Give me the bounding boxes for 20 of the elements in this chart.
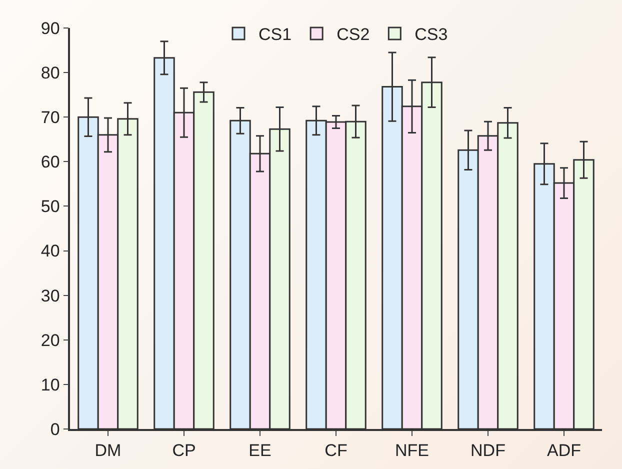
x-tick-label: NDF: [470, 441, 506, 460]
x-tick-label: NFE: [395, 441, 429, 460]
x-tick-label: DM: [94, 441, 122, 460]
y-tick-label: 60: [40, 152, 60, 172]
x-tick-label: EE: [248, 441, 272, 460]
legend-label: CS3: [414, 25, 448, 44]
y-tick-label: 80: [40, 64, 60, 83]
x-tick-label: CF: [324, 441, 348, 460]
y-tick-label: 10: [40, 375, 60, 394]
y-tick-label: 30: [40, 286, 60, 306]
y-tick-label: 20: [40, 330, 60, 350]
x-tick-label: CP: [172, 441, 196, 460]
x-tick-label: ADF: [547, 441, 581, 460]
legend-label: CS1: [258, 25, 292, 44]
y-tick-label: 90: [40, 18, 60, 38]
y-tick-label: 50: [40, 197, 60, 216]
y-tick-label: 0: [50, 420, 60, 439]
y-tick-label: 70: [40, 108, 60, 128]
legend-label: CS2: [336, 25, 370, 44]
y-tick-label: 40: [40, 242, 60, 261]
